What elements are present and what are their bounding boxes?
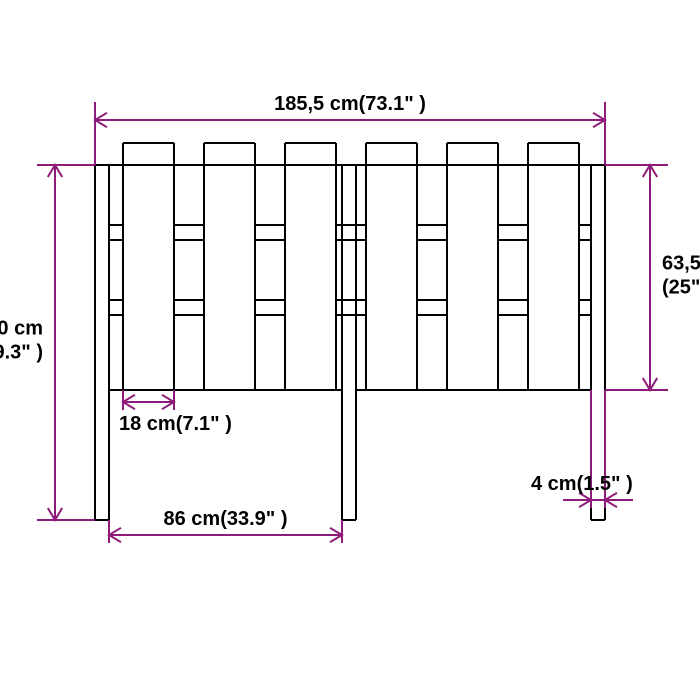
dim-leg-depth: 4 cm(1.5" ) <box>531 473 633 495</box>
dim-total-height-2: (39.3" ) <box>0 342 43 364</box>
dim-panel-height-2: (25" ) <box>662 277 700 299</box>
dim-total-height-1: 100 cm <box>0 318 43 340</box>
dim-total-width: 185,5 cm(73.1" ) <box>274 93 426 115</box>
dim-panel-height-1: 63,5 cm <box>662 253 700 275</box>
dim-slat-width: 18 cm(7.1" ) <box>119 413 232 435</box>
dim-leg-spacing: 86 cm(33.9" ) <box>164 508 288 530</box>
